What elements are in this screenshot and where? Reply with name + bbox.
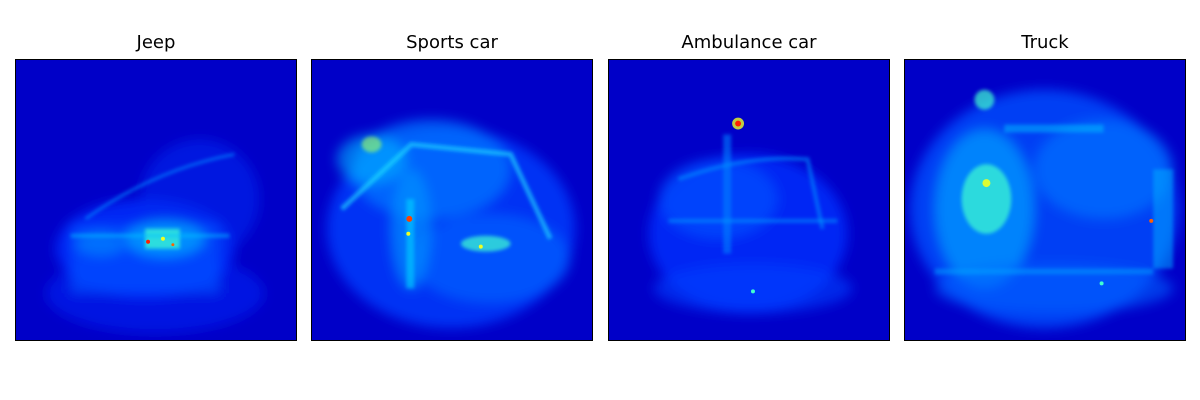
panel-title: Truck xyxy=(1021,32,1069,53)
saliency-heatmap-sports-car xyxy=(311,59,593,341)
saliency-heatmap-truck xyxy=(904,59,1186,341)
saliency-heatmap-ambulance-car xyxy=(608,59,890,341)
panel-title: Sports car xyxy=(406,32,498,53)
panel-jeep: Jeep xyxy=(15,0,297,400)
panel-sports-car: Sports car xyxy=(311,0,593,400)
panel-title: Ambulance car xyxy=(681,32,817,53)
saliency-heatmap-jeep xyxy=(15,59,297,341)
panel-ambulance-car: Ambulance car xyxy=(608,0,890,400)
panel-title: Jeep xyxy=(136,32,176,53)
panel-truck: Truck xyxy=(904,0,1186,400)
